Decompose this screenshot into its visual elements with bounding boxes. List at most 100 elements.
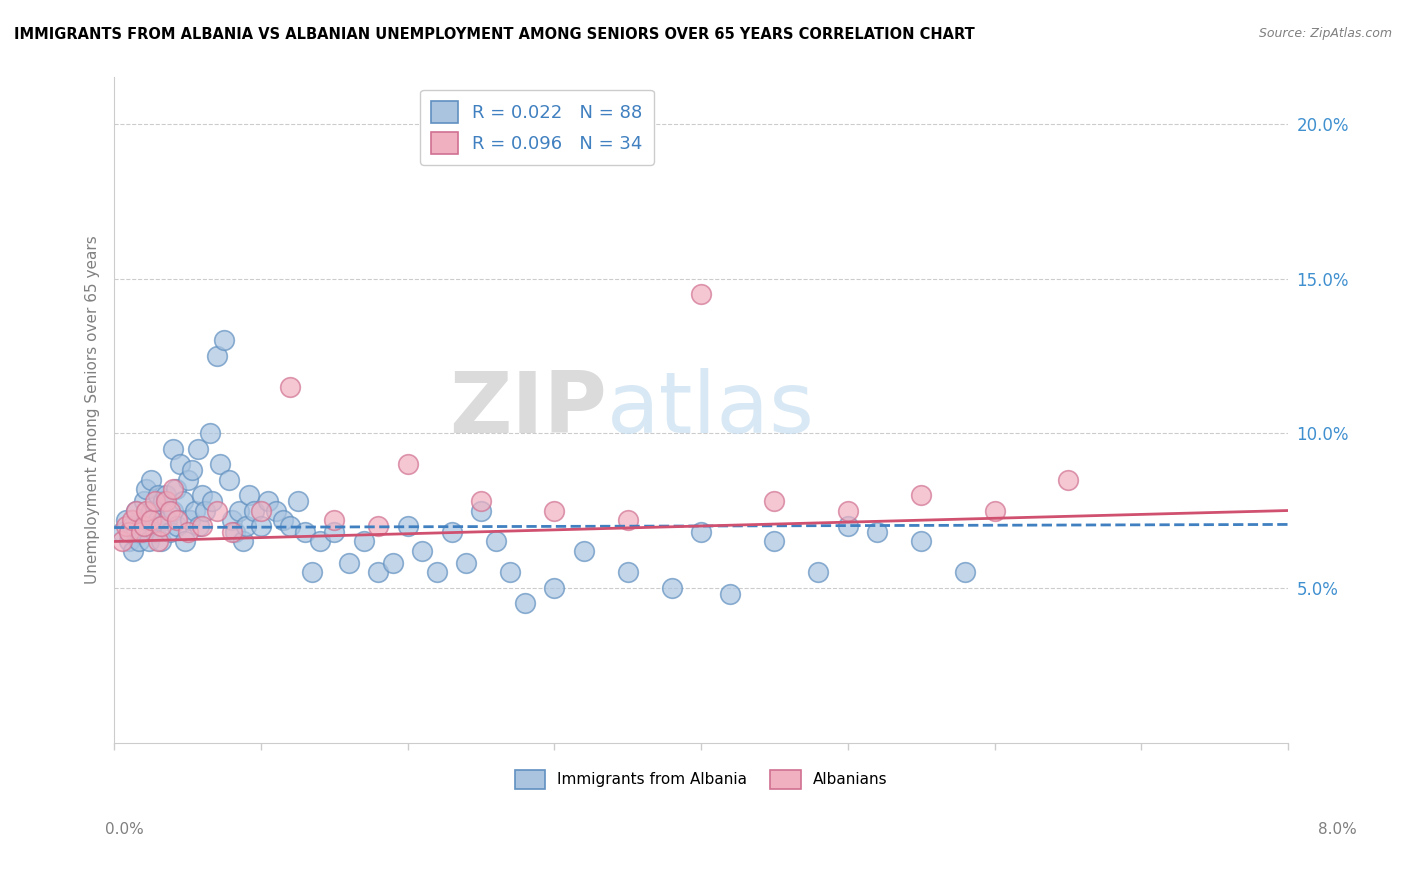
Point xyxy=(135,513,157,527)
Point xyxy=(910,488,932,502)
Point xyxy=(572,543,595,558)
Point xyxy=(353,534,375,549)
Point xyxy=(129,519,152,533)
Point xyxy=(205,503,228,517)
Point xyxy=(118,534,141,549)
Point xyxy=(176,525,198,540)
Point xyxy=(179,513,201,527)
Point xyxy=(205,349,228,363)
Y-axis label: Unemployment Among Seniors over 65 years: Unemployment Among Seniors over 65 years xyxy=(86,235,100,584)
Point xyxy=(616,566,638,580)
Point xyxy=(485,534,508,549)
Point xyxy=(367,519,389,533)
Point xyxy=(543,503,565,517)
Point xyxy=(148,513,170,527)
Point xyxy=(121,519,143,533)
Point xyxy=(250,519,273,533)
Point xyxy=(122,543,145,558)
Point xyxy=(148,534,170,549)
Point xyxy=(156,513,179,527)
Point xyxy=(150,519,173,533)
Point xyxy=(257,494,280,508)
Point xyxy=(125,525,148,540)
Point xyxy=(440,525,463,540)
Point xyxy=(470,503,492,517)
Point xyxy=(184,503,207,517)
Point xyxy=(337,556,360,570)
Point xyxy=(224,525,246,540)
Text: IMMIGRANTS FROM ALBANIA VS ALBANIAN UNEMPLOYMENT AMONG SENIORS OVER 65 YEARS COR: IMMIGRANTS FROM ALBANIA VS ALBANIAN UNEM… xyxy=(14,27,974,42)
Point xyxy=(763,494,786,508)
Point xyxy=(198,426,221,441)
Point xyxy=(110,525,132,540)
Point xyxy=(228,503,250,517)
Text: 0.0%: 0.0% xyxy=(105,822,145,837)
Point xyxy=(121,513,143,527)
Point xyxy=(181,463,204,477)
Text: atlas: atlas xyxy=(607,368,815,451)
Point xyxy=(176,473,198,487)
Point xyxy=(278,519,301,533)
Point xyxy=(250,503,273,517)
Point xyxy=(148,488,170,502)
Point xyxy=(143,494,166,508)
Point xyxy=(125,503,148,517)
Point xyxy=(166,519,188,533)
Point xyxy=(135,503,157,517)
Point xyxy=(513,596,536,610)
Point xyxy=(166,513,188,527)
Text: Source: ZipAtlas.com: Source: ZipAtlas.com xyxy=(1258,27,1392,40)
Point xyxy=(135,482,157,496)
Point xyxy=(218,473,240,487)
Point xyxy=(287,494,309,508)
Point xyxy=(155,494,177,508)
Point xyxy=(661,581,683,595)
Point xyxy=(910,534,932,549)
Point xyxy=(143,525,166,540)
Point xyxy=(953,566,976,580)
Point xyxy=(162,442,184,456)
Point xyxy=(162,503,184,517)
Point xyxy=(837,503,859,517)
Point xyxy=(150,534,173,549)
Point xyxy=(115,519,138,533)
Point xyxy=(271,513,294,527)
Point xyxy=(242,503,264,517)
Point xyxy=(983,503,1005,517)
Point xyxy=(235,519,257,533)
Point xyxy=(396,519,419,533)
Text: ZIP: ZIP xyxy=(450,368,607,451)
Point xyxy=(543,581,565,595)
Point xyxy=(155,488,177,502)
Point xyxy=(456,556,478,570)
Point xyxy=(188,519,211,533)
Point xyxy=(212,334,235,348)
Point xyxy=(159,503,181,517)
Point xyxy=(238,488,260,502)
Point xyxy=(118,525,141,540)
Point xyxy=(110,534,132,549)
Point xyxy=(221,525,243,540)
Point xyxy=(1057,473,1080,487)
Point xyxy=(129,525,152,540)
Point xyxy=(323,525,346,540)
Point xyxy=(396,457,419,471)
Point xyxy=(194,503,217,517)
Point xyxy=(208,457,231,471)
Point xyxy=(201,494,224,508)
Point xyxy=(191,488,214,502)
Point xyxy=(221,513,243,527)
Point xyxy=(142,519,165,533)
Point xyxy=(308,534,330,549)
Point xyxy=(138,534,160,549)
Point xyxy=(499,566,522,580)
Legend: Immigrants from Albania, Albanians: Immigrants from Albania, Albanians xyxy=(509,764,894,795)
Text: 8.0%: 8.0% xyxy=(1317,822,1357,837)
Point xyxy=(132,525,155,540)
Point xyxy=(690,287,713,301)
Point xyxy=(125,503,148,517)
Point xyxy=(173,534,195,549)
Point xyxy=(470,494,492,508)
Point xyxy=(187,442,209,456)
Point xyxy=(411,543,433,558)
